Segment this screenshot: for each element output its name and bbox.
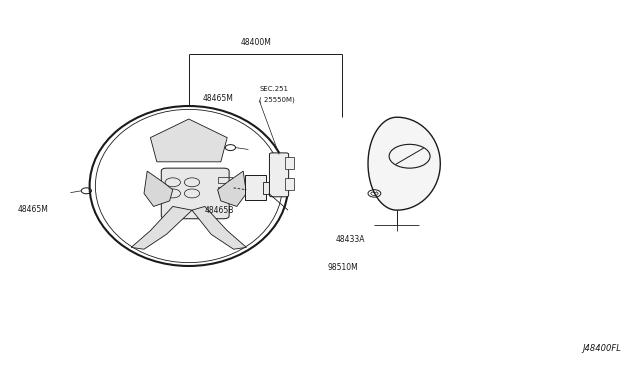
Text: 48465M: 48465M (17, 205, 48, 214)
FancyBboxPatch shape (269, 153, 289, 197)
Text: 48465M: 48465M (203, 94, 234, 103)
Text: 48400M: 48400M (241, 38, 271, 47)
Polygon shape (150, 119, 227, 162)
Polygon shape (131, 206, 192, 249)
Polygon shape (218, 171, 246, 206)
Polygon shape (144, 171, 173, 206)
FancyBboxPatch shape (245, 175, 266, 200)
FancyBboxPatch shape (161, 168, 229, 219)
Text: SEC.251: SEC.251 (259, 86, 288, 92)
Polygon shape (368, 117, 440, 210)
Text: 48465B: 48465B (204, 206, 234, 215)
Text: J48400FL: J48400FL (582, 344, 621, 353)
Ellipse shape (158, 169, 232, 218)
Text: ( 25550M): ( 25550M) (259, 96, 295, 103)
Text: 98510M: 98510M (327, 263, 358, 272)
Text: 48433A: 48433A (336, 235, 365, 244)
FancyBboxPatch shape (285, 178, 294, 190)
FancyBboxPatch shape (285, 157, 294, 169)
FancyBboxPatch shape (263, 182, 277, 194)
Polygon shape (192, 206, 246, 249)
